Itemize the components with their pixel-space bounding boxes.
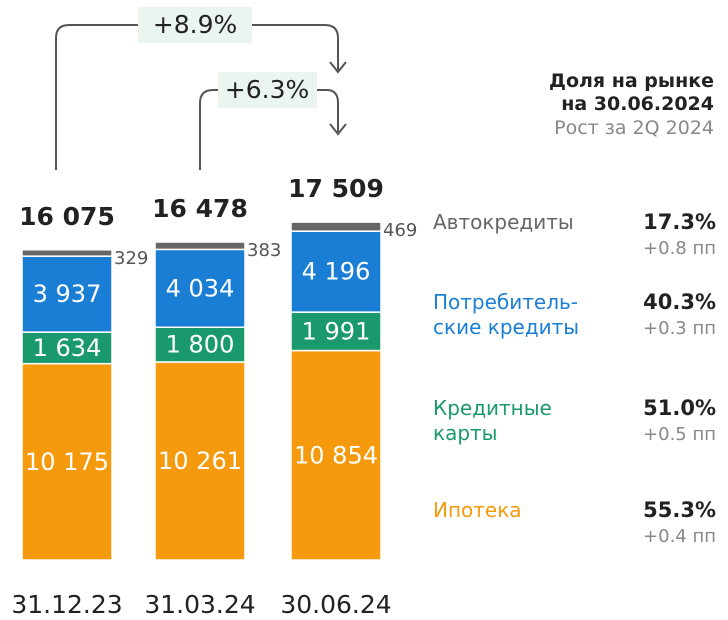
annotation: +6.3% [225, 75, 309, 104]
share-label: 40.3% [643, 290, 716, 314]
growth-arrows [55, 24, 347, 170]
value-label: 329 [114, 248, 148, 269]
value-label: 1 634 [33, 334, 102, 362]
value-label: 4 034 [166, 274, 235, 302]
bar-segment [154, 361, 246, 561]
value-label: 1 800 [166, 331, 235, 359]
bar-segment [21, 249, 113, 257]
legend-label: Автокредиты [433, 210, 574, 234]
bar-segment [21, 331, 113, 365]
x-tick-label: 30.06.24 [280, 590, 391, 619]
legend-title: Доля на рынке на 30.06.2024 [549, 70, 714, 115]
growth-label: +0.8 пп [643, 238, 716, 259]
annotation-box [218, 72, 317, 108]
annotation: +8.9% [153, 10, 237, 39]
x-tick-label: 31.12.23 [11, 590, 122, 619]
bar-segment [290, 230, 382, 313]
total-label: 17 509 [288, 174, 384, 203]
growth-label: +0.4 пп [643, 526, 716, 547]
share-label: 51.0% [643, 396, 716, 420]
x-tick-label: 31.03.24 [144, 590, 255, 619]
value-label: 10 175 [25, 448, 109, 476]
value-label: 3 937 [33, 280, 102, 308]
total-label: 16 075 [19, 202, 115, 231]
value-label: 383 [247, 240, 281, 261]
legend-subtitle: Рост за 2Q 2024 [554, 117, 714, 139]
share-label: 17.3% [643, 210, 716, 234]
bar-segment [154, 248, 246, 329]
legend-label: Кредитные карты [433, 396, 552, 445]
growth-label: +0.5 пп [643, 424, 716, 445]
value-label: 469 [383, 220, 417, 241]
value-label: 10 854 [294, 441, 378, 469]
bar-segment [154, 241, 246, 251]
bar-segment [290, 349, 382, 561]
share-label: 55.3% [643, 498, 716, 522]
value-label: 10 261 [158, 447, 242, 475]
annotation-box [138, 7, 252, 43]
legend-label: Потребитель- ские кредиты [433, 290, 580, 339]
bar-segment [290, 221, 382, 232]
value-label: 4 196 [302, 258, 371, 286]
growth-label: +0.3 пп [643, 318, 716, 339]
bar-segment [154, 326, 246, 363]
total-label: 16 478 [152, 194, 248, 223]
value-label: 1 991 [302, 317, 371, 345]
legend-label: Ипотека [433, 498, 522, 522]
